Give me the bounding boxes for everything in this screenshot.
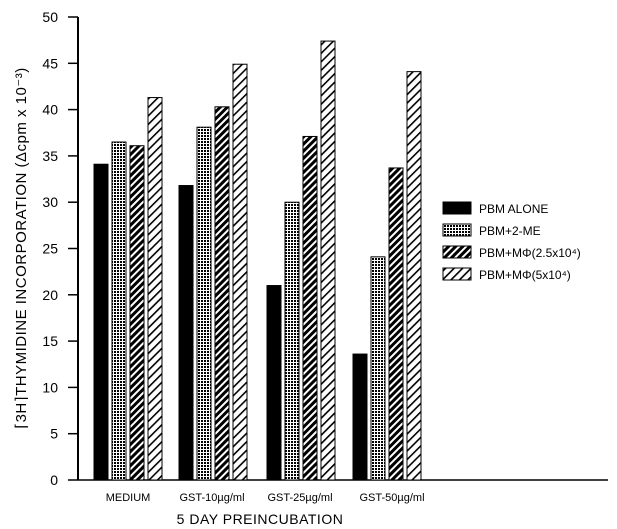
legend-swatch — [442, 223, 472, 237]
bar — [111, 141, 127, 481]
bar — [129, 145, 145, 481]
y-tick-label: 5 — [50, 426, 58, 442]
bar — [178, 185, 194, 481]
bar — [196, 126, 212, 481]
category-label: GST-25µg/ml — [267, 492, 332, 504]
category-label: GST-10µg/ml — [179, 492, 244, 504]
y-tick-label: 0 — [50, 472, 58, 488]
y-tick-label: 15 — [42, 333, 58, 349]
legend-swatch — [442, 245, 472, 259]
y-tick-label: 45 — [42, 55, 58, 71]
legend-label: PBM ALONE — [479, 202, 548, 216]
y-tick-label: 35 — [42, 148, 58, 164]
bar — [302, 135, 318, 481]
y-tick-label: 25 — [42, 241, 58, 257]
bar — [406, 71, 422, 481]
y-tick-label: 40 — [42, 102, 58, 118]
bar — [370, 256, 386, 481]
bars — [93, 40, 422, 481]
bar — [352, 353, 368, 481]
x-axis-label: 5 DAY PREINCUBATION — [177, 511, 344, 527]
bar — [214, 106, 230, 481]
bar — [93, 163, 109, 481]
y-ticks: 0 5 10 15 20 25 30 35 40 45 50 — [42, 9, 78, 488]
bar — [388, 167, 404, 481]
bar — [232, 63, 248, 481]
y-axis-label: ⌈3H⌉THYMIDINE INCORPORATION (Δcpm x 10⁻³… — [13, 67, 30, 429]
y-tick-label: 50 — [42, 9, 58, 25]
category-label: MEDIUM — [106, 492, 151, 504]
legend-label: PBM+2-ME — [479, 224, 541, 238]
legend-label: PBM+MΦ(2.5x10⁴) — [479, 246, 581, 260]
category-labels: MEDIUM GST-10µg/ml GST-25µg/ml GST-50µg/ml — [106, 492, 425, 504]
y-tick-label: 10 — [42, 379, 58, 395]
legend: PBM ALONE PBM+2-ME PBM+MΦ(2.5x10⁴) PBM+MΦ(5… — [442, 201, 581, 282]
bar — [266, 285, 282, 481]
legend-swatch — [442, 267, 472, 281]
bar — [147, 97, 163, 481]
y-tick-label: 30 — [42, 194, 58, 210]
legend-swatch — [442, 201, 472, 215]
bar — [320, 40, 336, 481]
bar — [284, 201, 300, 481]
category-label: GST-50µg/ml — [359, 492, 424, 504]
y-tick-label: 20 — [42, 287, 58, 303]
legend-label: PBM+MΦ(5x10⁴) — [479, 268, 571, 282]
